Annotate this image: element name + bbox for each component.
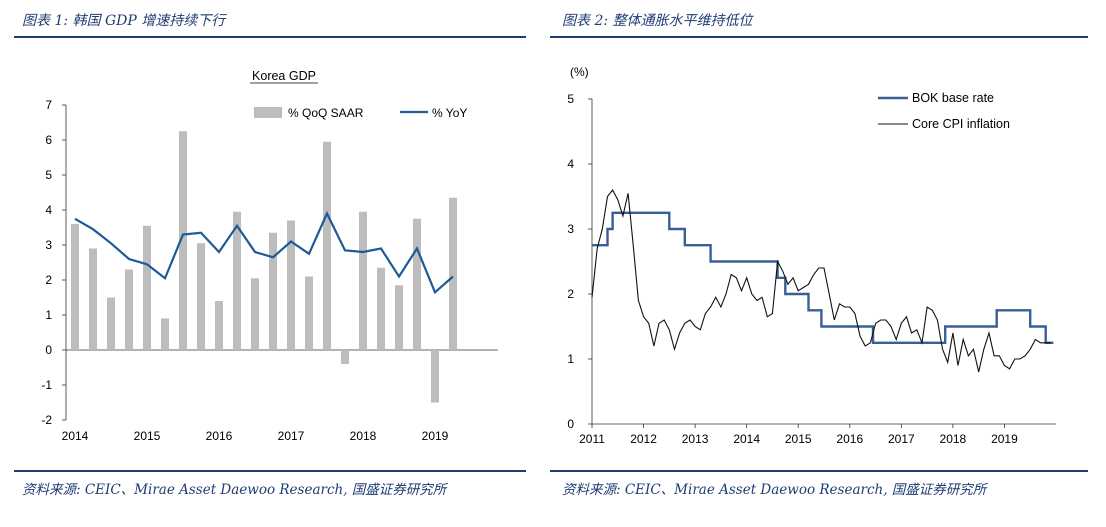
y-tick-label: 5 — [567, 92, 574, 106]
gdp-qoq-bar — [449, 197, 457, 350]
x-tick-label: 2013 — [682, 432, 709, 446]
y-tick-label: 3 — [45, 238, 52, 252]
y-tick-label: 0 — [45, 343, 52, 357]
y-tick-label: 0 — [567, 417, 574, 431]
gdp-qoq-bar — [125, 269, 133, 350]
x-tick-label: 2015 — [785, 432, 812, 446]
figure-2-title: 图表 2: 整体通胀水平维持低位 — [562, 13, 753, 29]
figure-1-panel: 图表 1: 韩国 GDP 增速持续下行 Korea GDP -2 -1 0 1 2 3 4 5 6… — [0, 0, 540, 527]
y-tick-label: 6 — [45, 133, 52, 147]
y-tick-label: 7 — [45, 98, 52, 112]
inflation-chart: (%) 0 1 2 3 4 5 2011 2012 2013 2014 2015 2016 2017 201… — [567, 65, 1056, 446]
chart-1-title: Korea GDP — [252, 69, 316, 83]
x-tick-label: 2014 — [733, 432, 760, 446]
gdp-qoq-bar — [359, 211, 367, 350]
gdp-qoq-bar — [323, 141, 331, 350]
gdp-qoq-bar — [161, 318, 169, 350]
figure-1-top-rule — [14, 36, 526, 38]
x-tick-label: 2017 — [888, 432, 915, 446]
gdp-qoq-bar — [233, 211, 241, 350]
gdp-qoq-bar — [431, 350, 439, 403]
x-tick-label: 2018 — [940, 432, 967, 446]
legend-bok-label: BOK base rate — [912, 91, 994, 105]
y-tick-label: 1 — [45, 308, 52, 322]
bok-base-rate-line — [592, 211, 1054, 344]
y-tick-label: 4 — [567, 157, 574, 171]
x-tick-label: 2012 — [630, 432, 657, 446]
figure-1-bottom-rule — [14, 470, 526, 472]
unit-label: (%) — [570, 65, 589, 79]
x-tick-label: 2015 — [134, 429, 161, 443]
gdp-yoy-line — [74, 210, 454, 295]
y-tick-label: 4 — [45, 203, 52, 217]
gdp-qoq-bar — [215, 301, 223, 350]
legend-cpi-label: Core CPI inflation — [912, 117, 1010, 131]
figure-1-title: 图表 1: 韩国 GDP 增速持续下行 — [22, 13, 226, 29]
figure-2-bottom-rule — [550, 470, 1088, 472]
x-tick-label: 2019 — [422, 429, 449, 443]
figure-2-source: 资料来源: CEIC、Mirae Asset Daewoo Research, … — [562, 482, 987, 498]
y-tick-label: 3 — [567, 222, 574, 236]
x-tick-label: 2016 — [206, 429, 233, 443]
gdp-qoq-bar — [395, 285, 403, 350]
x-tick-label: 2018 — [350, 429, 377, 443]
korea-gdp-chart: Korea GDP -2 -1 0 1 2 3 4 5 6 7 2014 2015 2016 2017 201… — [41, 69, 498, 443]
figure-1-source: 资料来源: CEIC、Mirae Asset Daewoo Research, … — [22, 482, 447, 498]
gdp-qoq-bar — [179, 131, 187, 350]
gdp-qoq-bar — [305, 276, 313, 350]
figure-2-top-rule — [550, 36, 1088, 38]
y-tick-label: -1 — [41, 378, 52, 392]
y-tick-label: 2 — [567, 287, 574, 301]
core-cpi-line — [591, 188, 1051, 373]
gdp-qoq-bar — [89, 248, 97, 350]
legend-qoq-label: % QoQ SAAR — [288, 106, 364, 120]
figure-2-panel: 图表 2: 整体通胀水平维持低位 (%) 0 1 2 3 4 5 2011 2012 2013 20… — [548, 0, 1106, 527]
gdp-qoq-bar — [269, 232, 277, 350]
gdp-qoq-bar — [341, 350, 349, 364]
x-tick-label: 2014 — [62, 429, 89, 443]
gdp-qoq-bar — [197, 243, 205, 350]
gdp-qoq-bar — [71, 224, 79, 350]
legend-qoq-swatch — [254, 107, 282, 118]
x-tick-label: 2011 — [579, 432, 605, 446]
y-tick-label: 1 — [567, 352, 574, 366]
y-tick-label: 5 — [45, 168, 52, 182]
x-tick-label: 2017 — [278, 429, 305, 443]
gdp-qoq-bar — [287, 220, 295, 350]
y-tick-label: 2 — [45, 273, 52, 287]
gdp-qoq-bar — [377, 267, 385, 350]
gdp-qoq-bar — [107, 297, 115, 350]
gdp-qoq-bar — [251, 278, 259, 350]
x-tick-label: 2019 — [991, 432, 1018, 446]
gdp-qoq-bar — [143, 225, 151, 350]
y-tick-label: -2 — [41, 413, 52, 427]
legend-yoy-label: % YoY — [432, 106, 467, 120]
gdp-qoq-bar — [413, 218, 421, 350]
x-tick-label: 2016 — [836, 432, 863, 446]
